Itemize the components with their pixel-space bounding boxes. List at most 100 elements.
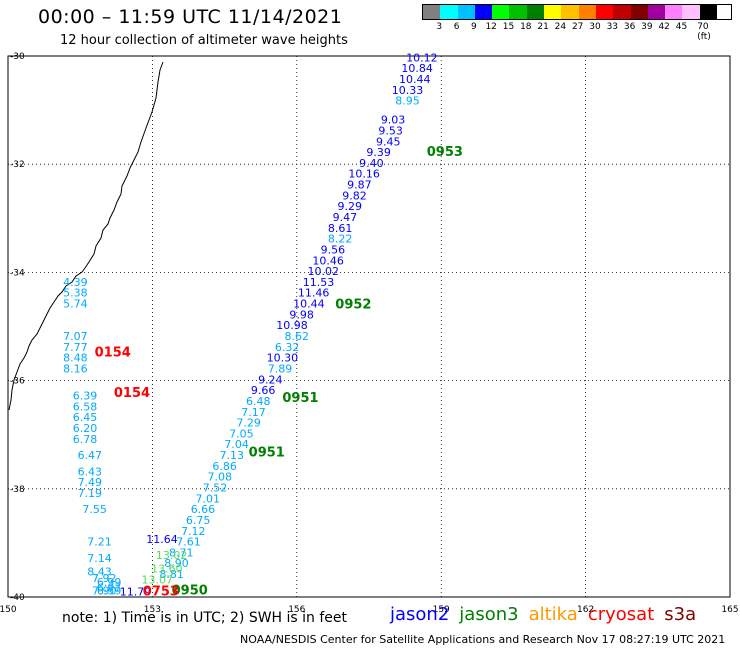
swh-value: 7.29 xyxy=(236,417,261,430)
track-time-label: 0154 xyxy=(95,345,131,360)
color-swatch xyxy=(492,5,510,19)
x-tick-label: 165 xyxy=(721,605,738,615)
color-scale-label: 21 xyxy=(537,22,549,32)
color-scale-label: 36 xyxy=(623,22,636,32)
y-tick-label: -40 xyxy=(10,593,25,603)
swh-value: 6.66 xyxy=(191,503,216,516)
swh-value: 10.44 xyxy=(399,73,431,86)
x-tick-label: 156 xyxy=(288,605,305,615)
swh-value: 6.32 xyxy=(275,341,300,354)
swh-value: 8.48 xyxy=(63,352,88,365)
track-time-label: 0952 xyxy=(335,298,371,313)
color-swatch xyxy=(578,5,596,19)
swh-value: 10.44 xyxy=(293,298,325,311)
legend-entry: s3a xyxy=(664,604,697,625)
color-swatch xyxy=(561,5,579,19)
x-tick-label: 150 xyxy=(0,605,17,615)
legend-entry: jason3 xyxy=(459,604,519,625)
swh-value: 7.89 xyxy=(268,362,293,375)
swh-value: 8.95 xyxy=(395,95,420,108)
color-scale-swatches xyxy=(422,4,732,20)
swh-value: 5.38 xyxy=(63,287,88,300)
color-swatch xyxy=(630,5,648,19)
color-scale-label: 24 xyxy=(554,22,567,32)
color-swatch xyxy=(699,5,718,19)
swh-value: 6.48 xyxy=(246,395,271,408)
color-swatch xyxy=(440,5,458,19)
color-scale-label: 30 xyxy=(589,22,601,32)
swh-value: 7.17 xyxy=(241,406,266,419)
swh-value: 8.61 xyxy=(328,222,353,235)
color-scale-label: 70 (ft) xyxy=(697,22,711,42)
color-swatch xyxy=(423,5,441,19)
color-swatch xyxy=(613,5,631,19)
track-time-label: 0753 xyxy=(143,584,179,599)
swh-value: 8.43 xyxy=(87,565,112,578)
swh-value: 10.33 xyxy=(392,84,424,97)
swh-value: 13.02 xyxy=(156,549,188,562)
legend-entry: cryosat xyxy=(587,604,655,625)
swh-value: 9.03 xyxy=(381,114,406,127)
legend-entry: jason2 xyxy=(390,604,450,625)
chart-title: 00:00 – 11:59 UTC 11/14/2021 xyxy=(38,6,343,28)
swh-value: 7.55 xyxy=(82,503,107,516)
color-scale-label: 3 xyxy=(436,22,443,32)
swh-value: 6.20 xyxy=(73,422,98,435)
color-scale-label: 33 xyxy=(606,22,619,32)
swh-value: 6.59 xyxy=(97,584,122,597)
swh-value: 10.16 xyxy=(348,168,380,181)
color-scale-label: 45 xyxy=(675,22,688,32)
swh-value: 6.97 xyxy=(97,582,122,595)
swh-value: 7.04 xyxy=(224,438,249,451)
swh-value: 7.13 xyxy=(220,449,245,462)
swh-value: 6.99 xyxy=(97,576,122,589)
track-labels: 0953 0952 0951 0951 0950 0154 0154 0753 xyxy=(95,145,463,599)
color-scale-label: 6 xyxy=(453,22,460,32)
track-time-label: 0950 xyxy=(172,583,208,598)
swh-value: 8.90 xyxy=(164,557,189,570)
y-tick-label: -36 xyxy=(10,377,25,387)
swh-value: 9.45 xyxy=(376,135,401,148)
note-text: note: 1) Time is in UTC; 2) SWH is in fe… xyxy=(62,610,348,626)
x-tick-label: 162 xyxy=(577,605,594,615)
track-time-label: 0953 xyxy=(427,145,463,160)
chart-subtitle: 12 hour collection of altimeter wave hei… xyxy=(60,33,348,48)
swh-value: 11.53 xyxy=(303,276,335,289)
swh-value: 11.79 xyxy=(120,585,152,598)
swh-value: 7.52 xyxy=(203,482,228,495)
swh-value: 10.12 xyxy=(406,51,438,64)
y-tick-label: -32 xyxy=(10,160,25,170)
swh-value: 10.30 xyxy=(267,352,299,365)
color-scale-label: 27 xyxy=(571,22,584,32)
swh-value: 5.74 xyxy=(63,298,88,311)
y-tick-label: -34 xyxy=(10,268,25,278)
swh-value: 6.86 xyxy=(212,460,237,473)
color-scale-label: 18 xyxy=(520,22,532,32)
swh-value: 7.90 xyxy=(92,584,117,597)
credit-line: NOAA/NESDIS Center for Satellite Applica… xyxy=(240,633,726,646)
swh-value: 10.98 xyxy=(276,319,308,332)
swh-value: 9.82 xyxy=(342,189,367,202)
swh-value: 9.66 xyxy=(251,384,276,397)
swh-value: 9.29 xyxy=(337,200,362,213)
axis-labels: 150 153 156 159 162 165 -30 -32 -34 -36 -38 -40 xyxy=(0,52,739,615)
swh-value: 9.47 xyxy=(333,211,358,224)
color-scale: 3 6 9 12 15 18 21 24 27 30 33 36 39 42 45 70 (ft) xyxy=(422,4,732,42)
swh-value: 9.98 xyxy=(289,308,314,321)
y-tick-label: -30 xyxy=(10,52,25,62)
color-swatch xyxy=(665,5,683,19)
swh-value: 7.21 xyxy=(87,536,112,549)
coastline xyxy=(8,61,164,411)
color-scale-label: 15 xyxy=(502,22,515,32)
y-tick-label: -38 xyxy=(10,485,25,495)
swh-value: 9.56 xyxy=(321,243,346,256)
swh-value: 6.43 xyxy=(78,465,103,478)
swh-value: 8.81 xyxy=(159,568,184,581)
swh-value: 9.39 xyxy=(366,146,391,159)
swh-value: 7.08 xyxy=(208,471,233,484)
color-swatch xyxy=(647,5,666,19)
color-scale-label: 9 xyxy=(471,22,477,32)
swh-value: 7.92 xyxy=(92,572,117,585)
swh-value: 7.07 xyxy=(63,330,88,343)
swh-value: 8.16 xyxy=(63,362,88,375)
